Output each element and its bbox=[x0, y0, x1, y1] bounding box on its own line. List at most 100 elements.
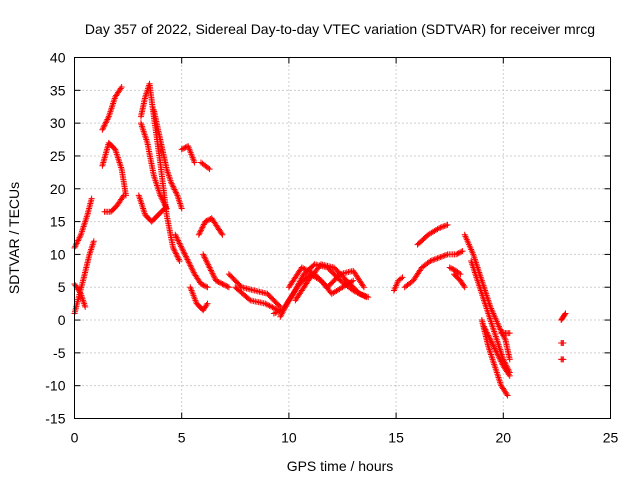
data-point bbox=[363, 293, 370, 300]
data-point bbox=[360, 292, 367, 299]
data-point bbox=[365, 294, 372, 301]
data-point bbox=[269, 304, 276, 311]
x-tick-label: 20 bbox=[496, 430, 512, 446]
x-tick-label: 15 bbox=[388, 430, 404, 446]
data-point bbox=[183, 255, 190, 262]
data-point bbox=[435, 254, 442, 261]
data-point bbox=[506, 372, 513, 379]
data-point bbox=[301, 265, 308, 272]
data-point bbox=[441, 252, 448, 259]
data-point bbox=[506, 356, 513, 363]
data-point bbox=[483, 329, 490, 336]
data-point bbox=[491, 344, 498, 351]
plot-frame bbox=[74, 57, 611, 419]
data-point bbox=[428, 257, 435, 264]
data-point bbox=[207, 265, 214, 272]
data-point bbox=[218, 230, 225, 237]
data-point bbox=[458, 248, 465, 255]
data-point bbox=[208, 268, 215, 275]
y-tick-label: 5 bbox=[58, 279, 66, 295]
data-point bbox=[300, 265, 307, 272]
x-axis-label: GPS time / hours bbox=[287, 458, 394, 474]
data-points bbox=[71, 80, 569, 399]
data-point bbox=[200, 222, 207, 229]
data-point bbox=[76, 234, 83, 241]
x-tick-label: 5 bbox=[178, 430, 186, 446]
data-point bbox=[273, 309, 280, 316]
data-point bbox=[225, 284, 232, 291]
data-point bbox=[200, 282, 207, 289]
data-point bbox=[214, 278, 221, 285]
data-point bbox=[75, 236, 82, 243]
data-point bbox=[198, 225, 205, 232]
data-point bbox=[201, 282, 208, 289]
data-point bbox=[162, 204, 169, 211]
data-point bbox=[205, 164, 212, 171]
data-point bbox=[171, 186, 178, 193]
data-point bbox=[440, 253, 447, 260]
data-point bbox=[497, 357, 504, 364]
data-point bbox=[503, 391, 510, 398]
data-point bbox=[168, 180, 175, 187]
data-point bbox=[358, 291, 365, 298]
data-point bbox=[170, 244, 177, 251]
data-point bbox=[182, 252, 189, 259]
data-point bbox=[303, 266, 310, 273]
data-point bbox=[177, 241, 184, 248]
data-point bbox=[172, 249, 179, 256]
data-point bbox=[504, 392, 511, 399]
data-point bbox=[203, 283, 210, 290]
x-tick-label: 25 bbox=[603, 430, 619, 446]
data-point bbox=[490, 342, 497, 349]
data-point bbox=[263, 301, 270, 308]
data-point bbox=[90, 238, 97, 245]
data-point bbox=[433, 255, 440, 262]
data-point bbox=[204, 300, 211, 307]
data-point bbox=[298, 264, 305, 271]
data-point bbox=[104, 116, 111, 123]
data-point bbox=[118, 84, 125, 91]
data-point bbox=[178, 146, 185, 153]
data-point bbox=[455, 250, 462, 257]
data-point bbox=[103, 117, 110, 124]
x-tick-label: 0 bbox=[71, 430, 79, 446]
y-tick-label: 40 bbox=[50, 50, 66, 66]
data-point bbox=[362, 292, 369, 299]
data-point bbox=[74, 239, 81, 246]
data-point bbox=[304, 267, 311, 274]
data-point bbox=[185, 257, 192, 264]
data-point bbox=[496, 354, 503, 361]
data-point bbox=[180, 249, 187, 256]
data-point bbox=[437, 224, 444, 231]
data-point bbox=[316, 262, 323, 269]
data-point bbox=[175, 255, 182, 262]
data-point bbox=[202, 255, 209, 262]
data-point bbox=[506, 330, 513, 337]
data-point bbox=[356, 290, 363, 297]
y-tick-label: 35 bbox=[50, 82, 66, 98]
data-point bbox=[399, 274, 406, 281]
data-point bbox=[120, 192, 127, 199]
data-point bbox=[359, 282, 366, 289]
data-point bbox=[176, 240, 183, 247]
data-point bbox=[162, 202, 169, 209]
data-point bbox=[179, 145, 186, 152]
data-point bbox=[501, 335, 508, 342]
data-point bbox=[430, 256, 437, 263]
data-point bbox=[219, 231, 226, 238]
y-tick-label: 15 bbox=[50, 214, 66, 230]
data-point bbox=[105, 115, 112, 122]
data-point bbox=[484, 330, 491, 337]
data-point bbox=[398, 275, 405, 282]
data-point bbox=[496, 355, 503, 362]
data-point bbox=[246, 296, 253, 303]
data-point bbox=[359, 291, 366, 298]
data-point bbox=[177, 243, 184, 250]
data-point bbox=[482, 326, 489, 333]
data-point bbox=[446, 264, 453, 271]
y-tick-label: 0 bbox=[58, 312, 66, 328]
y-tick-label: -5 bbox=[53, 345, 66, 361]
data-point bbox=[496, 323, 503, 330]
data-point bbox=[488, 339, 495, 346]
data-point bbox=[170, 183, 177, 190]
